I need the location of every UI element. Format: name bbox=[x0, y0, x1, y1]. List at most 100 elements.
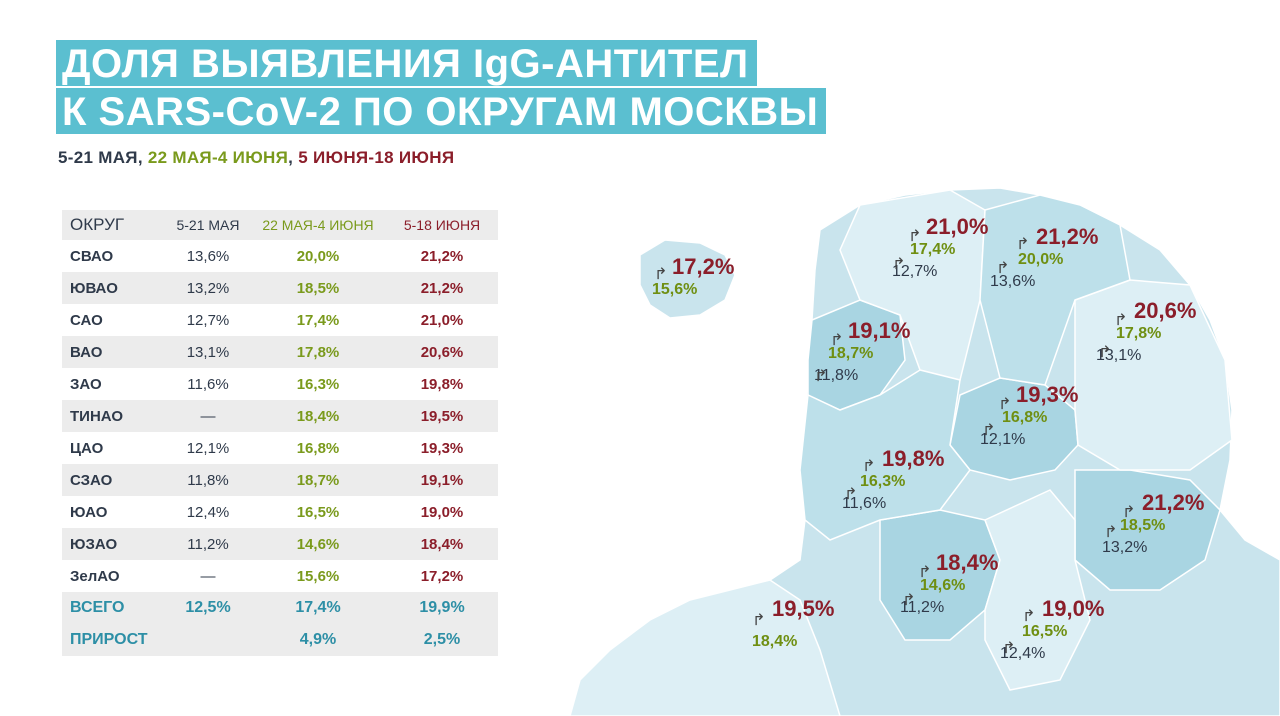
label-period-1: 12,7% bbox=[892, 263, 938, 280]
label-period-3: 19,8% bbox=[882, 446, 945, 471]
label-period-3: 21,2% bbox=[1036, 224, 1099, 249]
label-period-2: 20,0% bbox=[1018, 251, 1064, 268]
district-name: ЮАО bbox=[70, 503, 108, 521]
value-period-2: 17,4% bbox=[296, 311, 340, 329]
label-period-2: 17,4% bbox=[910, 241, 956, 258]
label-period-1: 11,6% bbox=[842, 495, 887, 512]
label-period-2: 15,6% bbox=[652, 281, 698, 298]
map-district-yuao bbox=[984, 489, 1091, 691]
map-label-svao: 21,2% 20,0% 13,6% bbox=[990, 224, 1099, 290]
label-period-3: 20,6% bbox=[1134, 298, 1197, 323]
header-district: ОКРУГ bbox=[62, 210, 158, 240]
total-period-1: 12,5% bbox=[158, 592, 250, 624]
table-row: ВАО 13,1% 17,8% 20,6% bbox=[62, 336, 498, 368]
arrow-up-right-icon: ↱ bbox=[1104, 524, 1118, 541]
value-period-3: 17,2% bbox=[420, 567, 464, 585]
map-district-yuvao bbox=[1074, 469, 1221, 591]
map-district-svao bbox=[979, 194, 1131, 386]
arrow-up-right-icon: ↱ bbox=[998, 396, 1012, 413]
label-period-3: 19,0% bbox=[1042, 596, 1105, 621]
table-row: ЗАО 11,6% 16,3% 19,8% bbox=[62, 368, 498, 400]
value-period-3: 18,4% bbox=[378, 528, 498, 560]
value-period-2: 14,6% bbox=[250, 528, 378, 560]
district-name: ЗАО bbox=[70, 375, 102, 393]
label-period-3: 19,1% bbox=[848, 318, 911, 343]
label-period-3: 19,5% bbox=[772, 596, 835, 621]
value-period-2: 18,7% bbox=[250, 464, 378, 496]
arrow-up-right-icon: ↱ bbox=[918, 564, 932, 581]
label-period-2: 18,4% bbox=[752, 633, 798, 650]
table-row: ЦАО 12,1% 16,8% 19,3% bbox=[62, 432, 498, 464]
table-row: ЮАО 12,4% 16,5% 19,0% bbox=[62, 496, 498, 528]
table-row: ЗелАО — 15,6% 17,2% bbox=[62, 560, 498, 592]
period-3-label: 5 ИЮНЯ-18 ИЮНЯ bbox=[298, 148, 455, 167]
arrow-up-right-icon: ↱ bbox=[814, 368, 828, 385]
district-name: СЗАО bbox=[62, 464, 158, 496]
table-total-row: ВСЕГО 12,5% 17,4% 19,9% bbox=[62, 592, 498, 624]
map-zelenograd bbox=[639, 239, 736, 319]
label-period-2: 17,8% bbox=[1116, 325, 1162, 342]
total-label: ВСЕГО bbox=[62, 592, 158, 624]
value-period-2: 15,6% bbox=[296, 567, 340, 585]
value-period-1: 13,1% bbox=[158, 336, 250, 368]
district-name: ЮВАО bbox=[62, 272, 158, 304]
district-stats-table: ОКРУГ 5-21 МАЯ 22 МАЯ-4 ИЮНЯ 5-18 ИЮНЯ С… bbox=[62, 210, 498, 656]
arrow-up-right-icon: ↱ bbox=[982, 422, 996, 439]
value-period-1: 12,4% bbox=[186, 503, 230, 521]
label-period-3: 18,4% bbox=[936, 550, 999, 575]
value-period-1: — bbox=[158, 400, 250, 432]
label-period-1: 13,2% bbox=[1102, 539, 1148, 556]
value-period-3: 20,6% bbox=[378, 336, 498, 368]
value-period-1: — bbox=[200, 567, 216, 585]
total-period-2: 17,4% bbox=[250, 592, 378, 624]
map-label-tinao: 19,5% 18,4% bbox=[752, 596, 835, 650]
label-period-2: 16,5% bbox=[1022, 623, 1068, 640]
growth-period-1 bbox=[158, 624, 250, 656]
page-title-line-1: ДОЛЯ ВЫЯВЛЕНИЯ IgG-АНТИТЕЛ bbox=[56, 40, 757, 86]
arrow-up-right-icon: ↱ bbox=[1022, 608, 1036, 625]
growth-label: ПРИРОСТ bbox=[62, 624, 158, 656]
map-district-tinao bbox=[569, 579, 841, 716]
label-period-3: 21,0% bbox=[926, 214, 989, 239]
value-period-1: 12,7% bbox=[186, 311, 230, 329]
label-period-2: 16,3% bbox=[860, 473, 906, 490]
value-period-1: 11,6% bbox=[187, 375, 229, 393]
label-period-3: 17,2% bbox=[672, 254, 735, 279]
period-separator: , bbox=[288, 148, 299, 167]
label-period-3: 19,3% bbox=[1016, 382, 1079, 407]
value-period-3: 19,0% bbox=[420, 503, 464, 521]
growth-period-2: 4,9% bbox=[250, 624, 378, 656]
header-period-2: 22 МАЯ-4 ИЮНЯ bbox=[250, 210, 378, 240]
value-period-1: 11,8% bbox=[158, 464, 250, 496]
value-period-3: 19,3% bbox=[420, 439, 464, 457]
table-row: ЮВАО 13,2% 18,5% 21,2% bbox=[62, 272, 498, 304]
period-2-label: 22 МАЯ-4 ИЮНЯ bbox=[147, 148, 289, 167]
value-period-3: 21,0% bbox=[420, 311, 464, 329]
arrow-up-right-icon: ↱ bbox=[1002, 640, 1016, 657]
map-label-yuvao: 21,2% 18,5% 13,2% bbox=[1102, 492, 1204, 556]
value-period-3: 19,5% bbox=[378, 400, 498, 432]
arrow-up-right-icon: ↱ bbox=[844, 486, 858, 503]
arrow-up-right-icon: ↱ bbox=[830, 332, 844, 349]
period-separator: , bbox=[137, 148, 148, 167]
map-label-yuzao: 18,4% 14,6% 11,2% bbox=[900, 550, 999, 616]
label-period-1: 12,4% bbox=[1000, 645, 1046, 662]
page-title-line-2: К SARS-CoV-2 ПО ОКРУГАМ МОСКВЫ bbox=[56, 88, 827, 134]
arrow-up-right-icon: ↱ bbox=[892, 256, 906, 273]
label-period-2: 18,7% bbox=[828, 345, 874, 362]
label-period-1: 11,8% bbox=[814, 367, 859, 384]
arrow-up-right-icon: ↱ bbox=[752, 612, 766, 629]
arrow-up-right-icon: ↱ bbox=[902, 592, 916, 609]
map-district-zao bbox=[799, 369, 971, 541]
value-period-2: 17,8% bbox=[250, 336, 378, 368]
header-period-3: 5-18 ИЮНЯ bbox=[378, 210, 498, 240]
map-label-cao: 19,3% 16,8% 12,1% bbox=[980, 382, 1079, 448]
header-period-1: 5-21 МАЯ bbox=[158, 210, 250, 240]
label-period-1: 11,2% bbox=[900, 599, 945, 616]
map-label-zao: 19,8% 16,3% 11,6% bbox=[842, 446, 945, 512]
map-label-sao: 21,0% 17,4% 12,7% bbox=[892, 214, 989, 280]
value-period-1: 12,1% bbox=[186, 439, 230, 457]
map-label-vao: 20,6% 17,8% 13,1% bbox=[1096, 298, 1197, 364]
label-period-2: 16,8% bbox=[1002, 409, 1048, 426]
district-name: САО bbox=[70, 311, 103, 329]
